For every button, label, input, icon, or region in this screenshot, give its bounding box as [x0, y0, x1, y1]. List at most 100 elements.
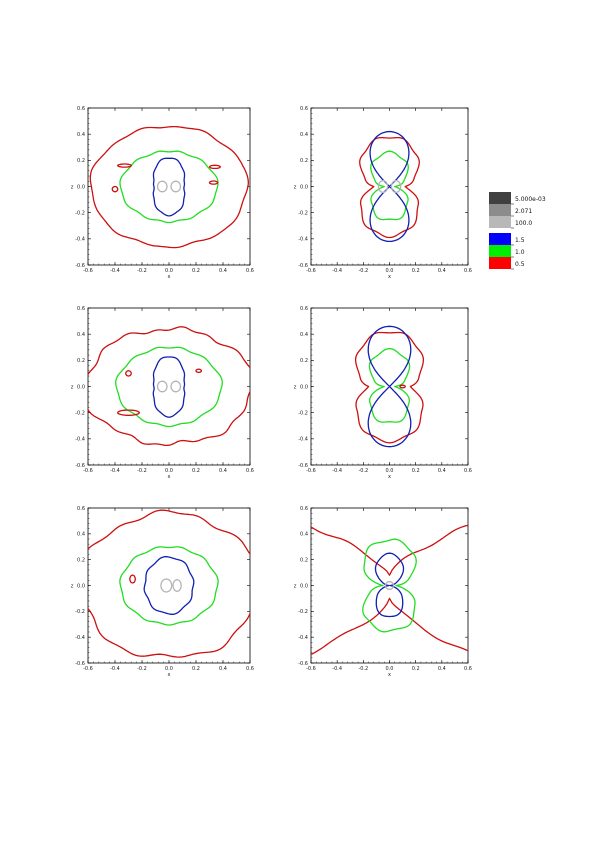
- y-axis-label: z: [71, 385, 74, 391]
- y-tick-label: 0.4: [300, 332, 308, 338]
- legend-label: 2.071: [515, 208, 532, 215]
- contour-1.0: [119, 150, 219, 224]
- y-tick-label: -0.6: [75, 661, 85, 667]
- contour-0.5-upper: [311, 524, 468, 576]
- contour-gray: [377, 179, 389, 194]
- contour-0.5-island: [208, 180, 219, 185]
- y-tick-label: -0.2: [298, 210, 308, 216]
- contour-lines: [354, 325, 425, 448]
- legend: 5.000e-03 2.071 100.0 1.5 1.0 0.5: [489, 192, 546, 270]
- y-tick-label: -0.2: [298, 609, 308, 615]
- legend-label: 100.0: [515, 220, 532, 227]
- contour-1.5: [367, 325, 412, 448]
- contour-gray: [156, 180, 168, 193]
- legend-swatch: [489, 245, 511, 257]
- x-tick-label: -0.6: [306, 268, 316, 274]
- x-tick-label: -0.2: [358, 666, 368, 672]
- legend-label: 1.5: [515, 237, 525, 244]
- y-tick-label: 0.2: [300, 158, 308, 164]
- contour-gray: [160, 578, 173, 593]
- x-axis-label: x: [388, 672, 391, 678]
- y-tick-label: 0.0: [300, 583, 308, 589]
- x-tick-label: -0.4: [110, 468, 120, 474]
- y-tick-label: -0.4: [75, 437, 85, 443]
- contour-0.5: [88, 509, 250, 658]
- x-tick-label: 0.0: [386, 268, 394, 274]
- legend-label: 1.0: [515, 249, 525, 256]
- contour-1.0: [115, 346, 223, 428]
- y-tick-label: -0.2: [75, 410, 85, 416]
- x-tick-label: 0.6: [464, 268, 472, 274]
- contour-lines: [88, 509, 250, 658]
- y-axis-label: z: [71, 584, 74, 590]
- panel-top-left: -0.6 -0.4 -0.2 0.0 0.2 0.4 0.6 -0.6 -0.4 -0.2 0.0 0…: [71, 106, 254, 280]
- x-tick-label: -0.2: [358, 268, 368, 274]
- panel-middle-left: -0.6 -0.4 -0.2 0.0 0.2 0.4 0.6 -0.6 -0.4 -0.2 0.0 0…: [71, 306, 254, 480]
- x-tick-label: 0.4: [438, 268, 446, 274]
- contour-lines: [311, 524, 468, 656]
- contour-gray: [390, 179, 402, 194]
- contour-1.0: [119, 546, 219, 626]
- y-tick-label: -0.2: [298, 410, 308, 416]
- x-tick-label: 0.2: [412, 468, 420, 474]
- y-tick-label: 0.2: [77, 358, 85, 364]
- x-tick-label: 0.2: [192, 268, 200, 274]
- contour-0.5-island: [111, 185, 119, 193]
- contour-lines: [88, 326, 250, 447]
- x-tick-label: -0.4: [110, 666, 120, 672]
- x-tick-label: 0.0: [165, 268, 173, 274]
- x-tick-label: 0.2: [412, 666, 420, 672]
- x-tick-label: 0.2: [192, 468, 200, 474]
- contour-1.5: [369, 130, 410, 243]
- y-axis-label: z: [71, 185, 74, 191]
- y-tick-label: -0.4: [298, 237, 308, 243]
- x-tick-label: -0.2: [137, 268, 147, 274]
- legend-swatch: [489, 257, 511, 269]
- y-tick-label: -0.6: [298, 263, 308, 269]
- contour-0.5-island: [117, 163, 132, 168]
- x-tick-label: -0.6: [306, 468, 316, 474]
- x-tick-label: -0.6: [83, 468, 93, 474]
- contour-1.0: [370, 150, 409, 221]
- x-tick-label: -0.2: [137, 666, 147, 672]
- x-tick-label: 0.2: [412, 268, 420, 274]
- y-tick-label: -0.6: [298, 661, 308, 667]
- contour-0.5-island: [208, 164, 221, 170]
- y-tick-label: -0.2: [75, 609, 85, 615]
- y-tick-label: 0.0: [300, 384, 308, 390]
- x-tick-label: -0.2: [358, 468, 368, 474]
- y-tick-label: 0.0: [77, 583, 85, 589]
- x-axis-label: x: [168, 474, 171, 480]
- contour-lines: [89, 125, 249, 249]
- x-axis-label: x: [168, 274, 171, 280]
- y-tick-label: 0.4: [77, 532, 85, 538]
- contour-0.5-lower: [311, 597, 468, 656]
- x-tick-label: 0.4: [438, 468, 446, 474]
- panel-top-right: -0.6 -0.4 -0.2 0.0 0.2 0.4 0.6 -0.6 -0.4 -0.2 0.0 0…: [294, 106, 472, 280]
- panel-bottom-left: -0.6 -0.4 -0.2 0.0 0.2 0.4 0.6 -0.6 -0.4 -0.2 0.0 0…: [71, 506, 254, 678]
- x-tick-label: 0.0: [165, 666, 173, 672]
- y-tick-label: 0.6: [77, 306, 85, 312]
- y-tick-label: 0.2: [77, 557, 85, 563]
- x-tick-label: 0.4: [219, 468, 227, 474]
- y-axis-label: z: [294, 385, 297, 391]
- x-tick-label: -0.4: [110, 268, 120, 274]
- x-tick-label: 0.4: [438, 666, 446, 672]
- x-tick-label: -0.2: [137, 468, 147, 474]
- y-tick-label: 0.2: [300, 557, 308, 563]
- y-tick-label: -0.6: [75, 463, 85, 469]
- plot-frame: [87, 107, 251, 266]
- contour-0.5: [354, 331, 425, 444]
- y-tick-label: 0.6: [77, 106, 85, 112]
- x-tick-label: 0.0: [386, 666, 394, 672]
- y-tick-label: 0.0: [77, 184, 85, 190]
- plot-frame: [87, 307, 251, 466]
- contour-1.5: [143, 556, 195, 615]
- y-tick-label: 0.6: [300, 106, 308, 112]
- contour-0.5-island: [195, 368, 203, 374]
- contour-1.5: [152, 356, 186, 418]
- contour-1.0: [368, 347, 411, 423]
- panel-bottom-right: -0.6 -0.4 -0.2 0.0 0.2 0.4 0.6 -0.6 -0.4 -0.2 0.0 0…: [294, 506, 472, 678]
- x-tick-label: -0.4: [332, 666, 342, 672]
